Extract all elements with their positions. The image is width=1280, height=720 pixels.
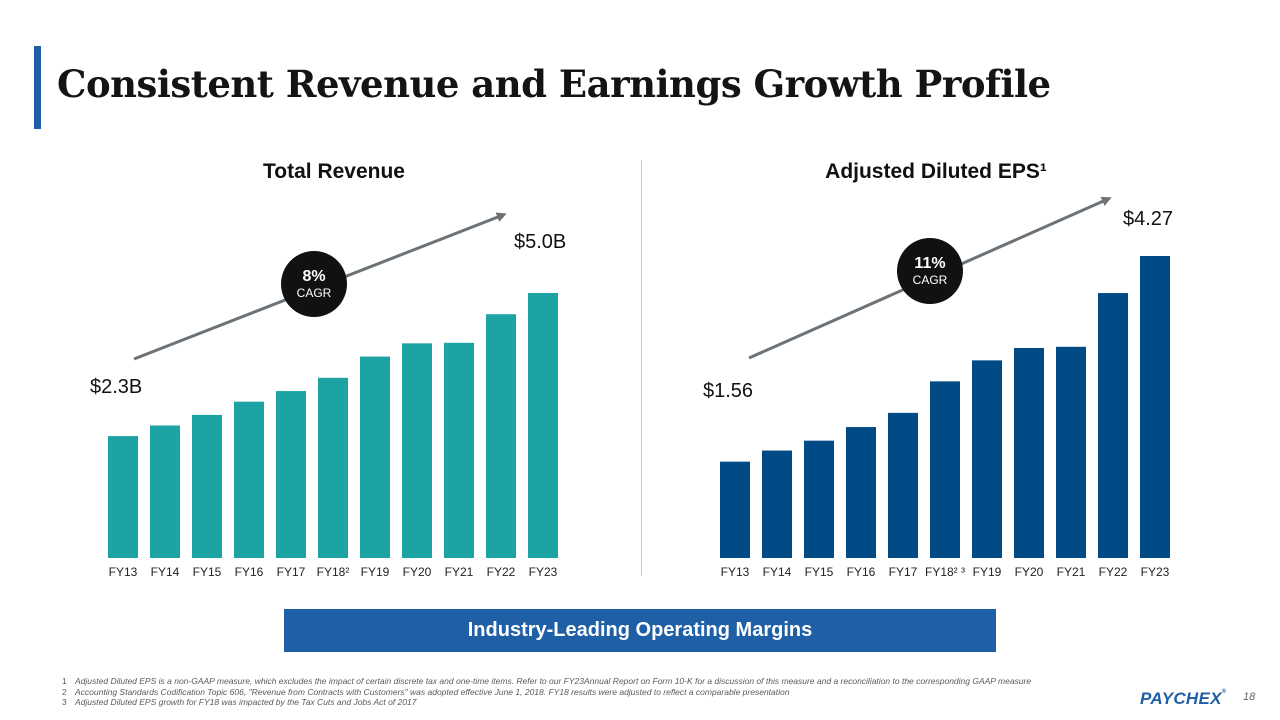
footnotes: 1 Adjusted Diluted EPS is a non-GAAP meas… xyxy=(62,676,1031,708)
revenue-cagr-badge xyxy=(281,251,347,317)
eps-bar xyxy=(972,360,1002,558)
revenue-chart: FY13 FY14 FY15 FY16 FY17 FY18² FY19 FY20 FY21 FY2… xyxy=(90,212,566,579)
footnote-1: 1 Adjusted Diluted EPS is a non-GAAP meas… xyxy=(62,676,1032,686)
eps-tick-label: FY15 xyxy=(805,565,834,579)
eps-bar xyxy=(930,381,960,558)
revenue-tick-label: FY13 xyxy=(109,565,138,579)
revenue-end-label: $5.0B xyxy=(514,231,566,253)
eps-tick-label: FY19 xyxy=(973,565,1002,579)
revenue-bar xyxy=(108,436,138,558)
eps-bar xyxy=(1014,348,1044,558)
eps-bar xyxy=(804,440,834,558)
eps-start-label: $1.56 xyxy=(703,380,753,402)
revenue-chart-title: Total Revenue xyxy=(263,160,405,183)
revenue-bar xyxy=(234,401,264,558)
eps-tick-label: FY20 xyxy=(1015,565,1044,579)
revenue-tick-label: FY17 xyxy=(277,565,306,579)
eps-chart-title: Adjusted Diluted EPS¹ xyxy=(825,160,1047,183)
revenue-bar xyxy=(528,293,558,558)
footnote-3: 3 Adjusted Diluted EPS growth for FY18 wa… xyxy=(62,697,417,707)
revenue-bar xyxy=(192,414,222,558)
eps-tick-label: FY22 xyxy=(1099,565,1128,579)
revenue-cagr-label: CAGR xyxy=(297,286,332,300)
eps-tick-label: FY13 xyxy=(721,565,750,579)
eps-tick-label: FY16 xyxy=(847,565,876,579)
revenue-tick-label: FY23 xyxy=(529,565,558,579)
chart-divider xyxy=(641,160,642,576)
eps-cagr-value: 11% xyxy=(914,255,945,272)
eps-tick-label: FY23 xyxy=(1141,565,1170,579)
title-accent-bar xyxy=(34,46,41,129)
eps-cagr-label: CAGR xyxy=(913,273,948,287)
revenue-start-label: $2.3B xyxy=(90,376,142,398)
revenue-bar xyxy=(360,356,390,558)
footnote-2: 2 Accounting Standards Codification Topic… xyxy=(62,686,790,697)
revenue-tick-label: FY14 xyxy=(151,565,180,579)
revenue-bar xyxy=(402,343,432,558)
paychex-logo: PAYCHEX® xyxy=(1140,689,1227,708)
revenue-bar xyxy=(318,377,348,558)
eps-bar xyxy=(1140,256,1170,558)
eps-bar xyxy=(762,450,792,558)
eps-bar xyxy=(846,427,876,558)
eps-bar xyxy=(1056,346,1086,558)
eps-tick-label: FY14 xyxy=(763,565,792,579)
revenue-tick-label: FY15 xyxy=(193,565,222,579)
eps-tick-label: FY18² ³ xyxy=(925,565,965,579)
margins-banner: Industry-Leading Operating Margins xyxy=(284,609,996,652)
page-number: 18 xyxy=(1243,691,1256,703)
revenue-tick-label: FY18² xyxy=(317,565,350,579)
revenue-bar xyxy=(150,425,180,558)
revenue-bar xyxy=(276,391,306,558)
revenue-tick-label: FY22 xyxy=(487,565,516,579)
revenue-tick-label: FY20 xyxy=(403,565,432,579)
page-title: Consistent Revenue and Earnings Growth P… xyxy=(57,62,1051,106)
eps-bar xyxy=(888,412,918,558)
eps-bar xyxy=(720,461,750,558)
revenue-bar xyxy=(486,314,516,558)
revenue-bar xyxy=(444,342,474,558)
revenue-tick-label: FY21 xyxy=(445,565,474,579)
eps-end-label: $4.27 xyxy=(1123,208,1173,230)
eps-tick-label: FY21 xyxy=(1057,565,1086,579)
eps-cagr-badge xyxy=(897,238,963,304)
revenue-cagr-value: 8% xyxy=(302,268,325,285)
revenue-tick-label: FY16 xyxy=(235,565,264,579)
revenue-tick-label: FY19 xyxy=(361,565,390,579)
eps-bar xyxy=(1098,293,1128,558)
eps-chart: FY13 FY14 FY15 FY16 FY17 FY18² ³ FY19 FY20 FY21 F… xyxy=(703,196,1173,579)
eps-tick-label: FY17 xyxy=(889,565,918,579)
